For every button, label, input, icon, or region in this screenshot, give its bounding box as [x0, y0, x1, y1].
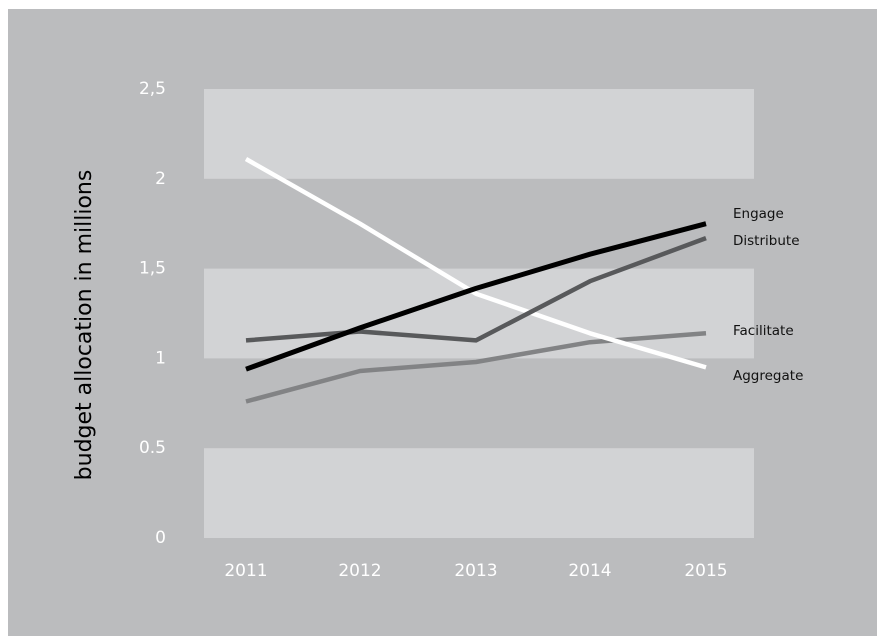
series-line-aggregate	[244, 157, 707, 370]
series-label-facilitate: Facilitate	[733, 323, 794, 339]
series-lines	[244, 157, 707, 404]
y-axis-label: budget allocation in millions	[72, 170, 97, 481]
y-tick-label: 2,5	[139, 79, 166, 99]
x-tick-label: 2013	[454, 561, 497, 581]
grid-bands	[204, 89, 754, 538]
y-tick-label: 1	[155, 348, 166, 368]
x-axis-ticks: 2011 2012 2013 2014 2015	[224, 561, 727, 581]
y-tick-label: 0	[155, 528, 166, 548]
x-tick-label: 2012	[338, 561, 381, 581]
grid-band	[204, 448, 754, 538]
x-tick-label: 2014	[568, 561, 611, 581]
series-line-distribute	[245, 235, 707, 343]
series-label-aggregate: Aggregate	[733, 368, 803, 384]
y-tick-label: 0.5	[139, 438, 166, 458]
grid-band	[204, 89, 754, 179]
grid-band	[204, 268, 754, 359]
y-axis-ticks: 0 0.5 1 1,5 2 2,5	[139, 79, 166, 548]
x-tick-label: 2015	[684, 561, 727, 581]
y-tick-label: 1,5	[139, 259, 166, 279]
series-labels: Engage Distribute Facilitate Aggregate	[733, 206, 803, 384]
series-label-engage: Engage	[733, 206, 784, 222]
y-tick-label: 2	[155, 169, 166, 189]
series-line-facilitate	[245, 331, 707, 404]
series-label-distribute: Distribute	[733, 233, 800, 249]
x-tick-label: 2011	[224, 561, 267, 581]
series-line-engage	[245, 221, 707, 372]
